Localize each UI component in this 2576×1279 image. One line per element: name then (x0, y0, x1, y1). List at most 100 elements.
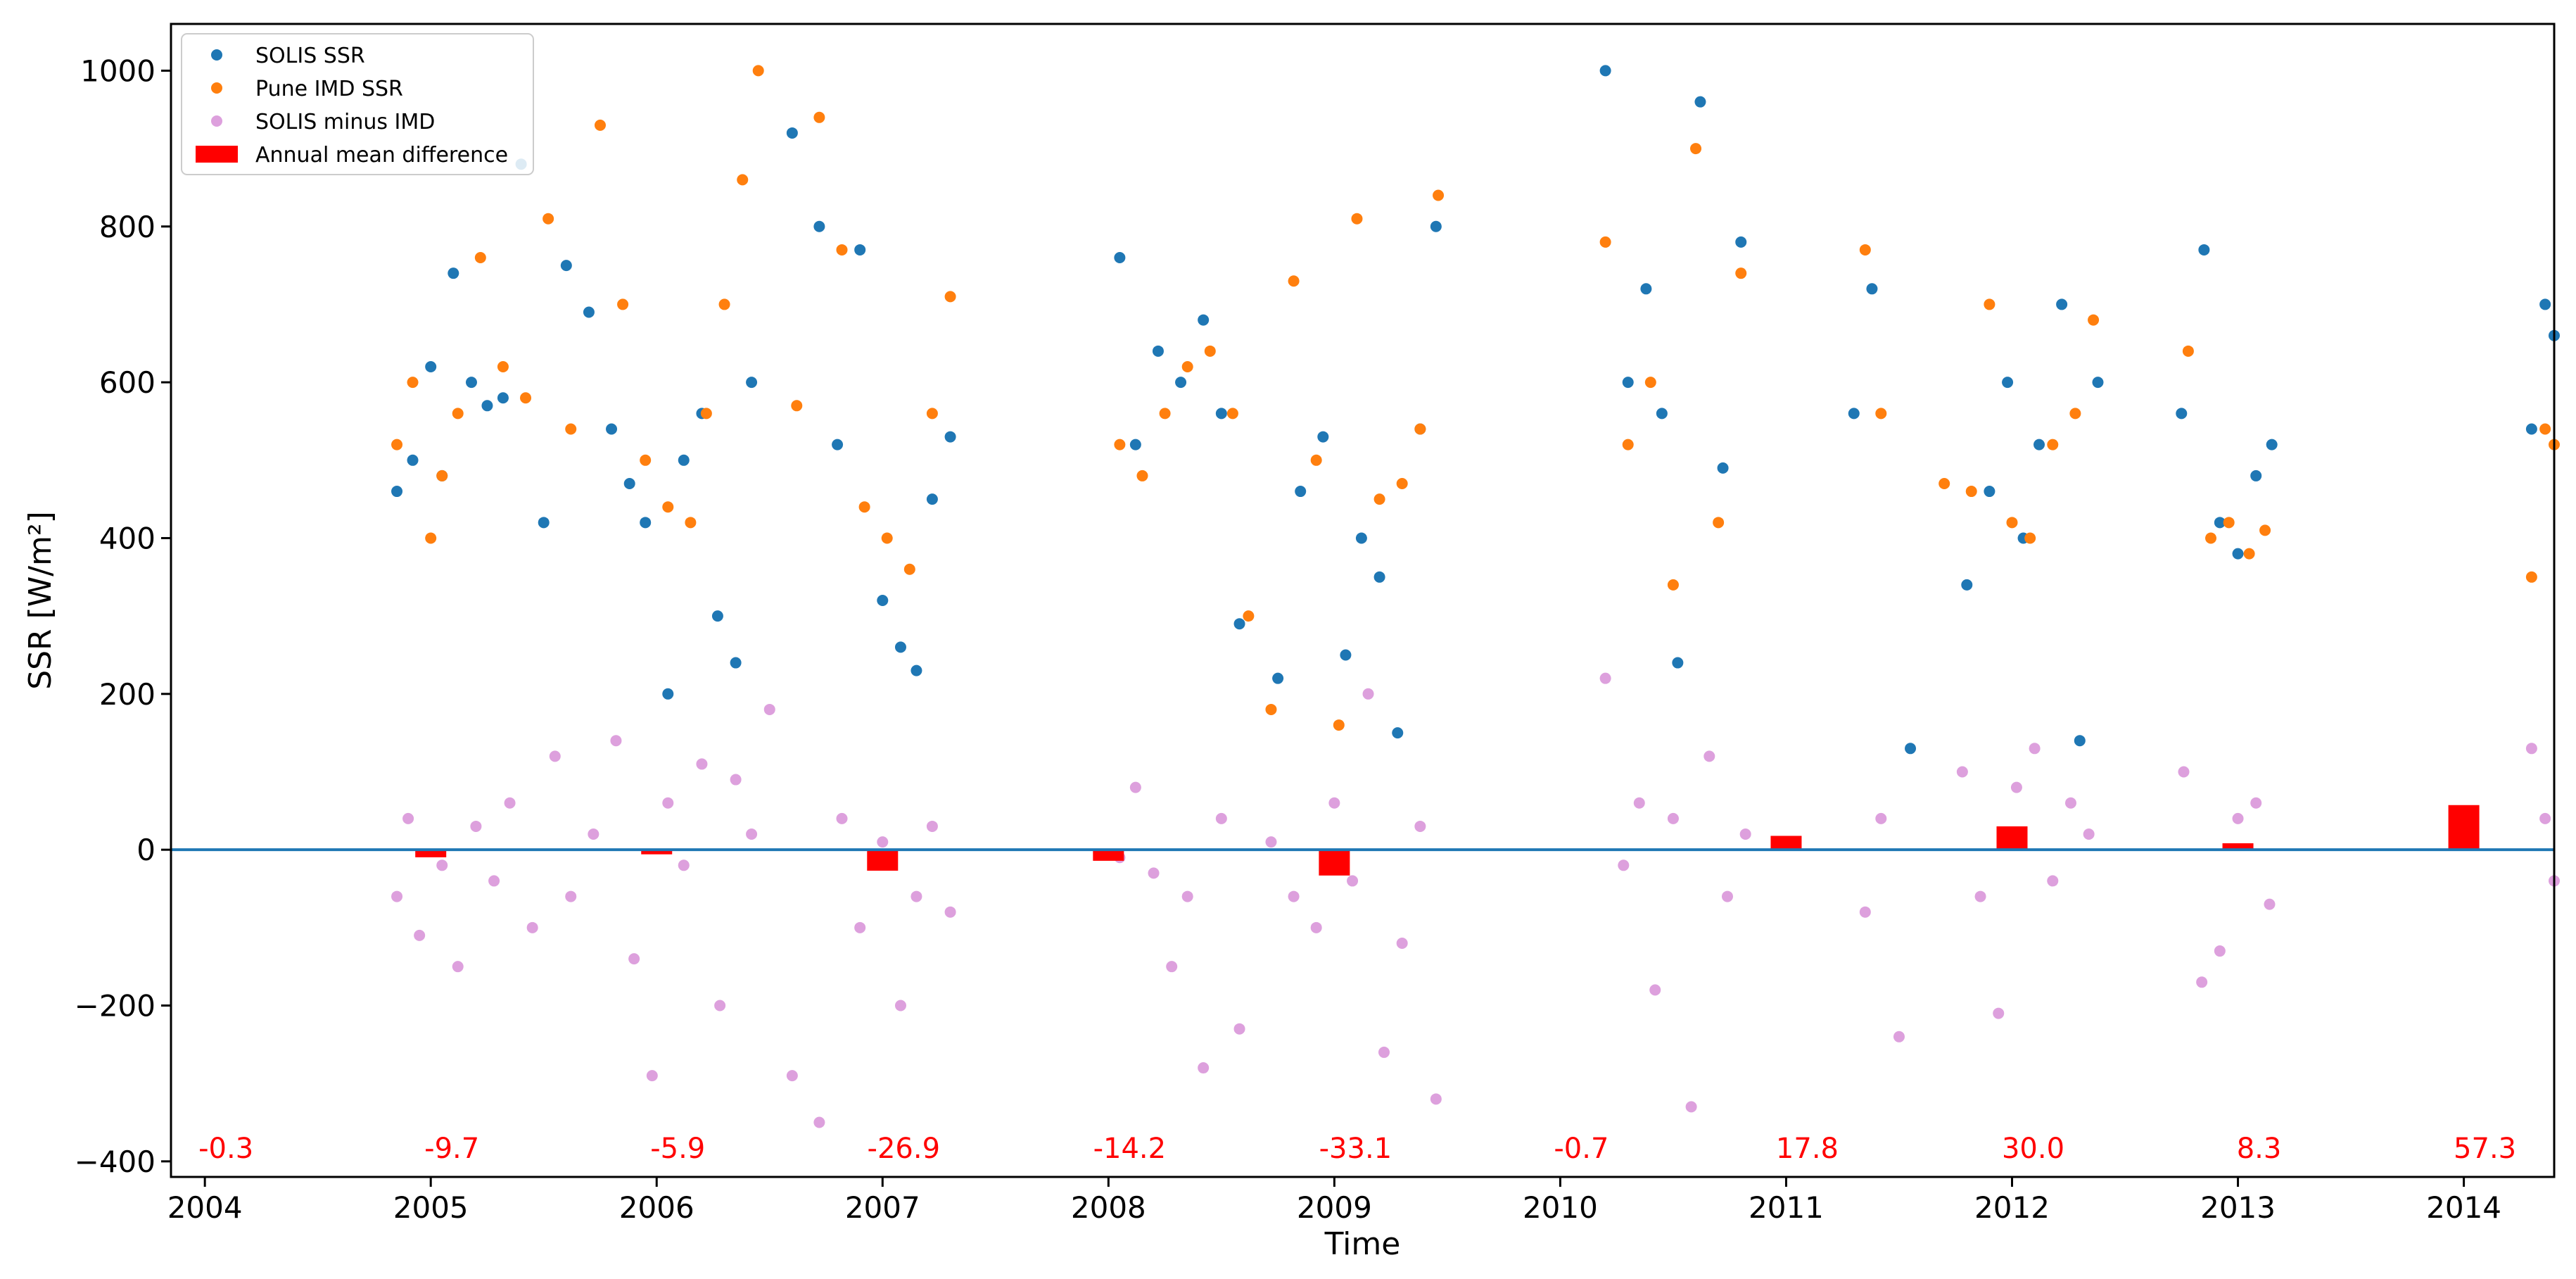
y-axis-label: SSR [W/m²] (23, 511, 58, 690)
point (1974, 890, 1986, 902)
point (662, 688, 674, 700)
point (465, 377, 477, 389)
point (452, 408, 464, 420)
plot-frame (170, 23, 2556, 1178)
point (1599, 672, 1611, 684)
point (2002, 377, 2014, 389)
scatter-layer (391, 65, 2560, 1128)
point (2525, 571, 2537, 583)
point (1272, 672, 1284, 684)
point (1633, 797, 1645, 809)
annual-label: -0.3 (198, 1133, 253, 1165)
point (520, 392, 532, 404)
point (606, 423, 618, 435)
point (1703, 750, 1715, 762)
x-tick-label: 2005 (393, 1190, 469, 1225)
point (926, 408, 938, 420)
point (752, 65, 764, 77)
point (1392, 727, 1404, 739)
point (436, 859, 448, 871)
point (2214, 945, 2226, 957)
point (711, 610, 723, 622)
point (1685, 1101, 1697, 1113)
annual-labels: -0.3 -9.7 -5.9 -26.9 -14.2 -33.1 -0.7 17.8 30.0 8… (198, 1133, 2516, 1165)
point (2250, 797, 2262, 809)
point (391, 439, 403, 451)
point (1965, 486, 1977, 498)
point (1215, 812, 1227, 824)
point (1295, 486, 1307, 498)
point (1984, 486, 1996, 498)
annual-bar (1770, 836, 1802, 850)
point (448, 267, 459, 279)
point (1233, 618, 1245, 630)
x-tick-label: 2014 (2426, 1190, 2501, 1225)
point (583, 306, 595, 318)
point (1288, 890, 1300, 902)
x-tick-label: 2012 (1974, 1190, 2050, 1225)
point (2024, 532, 2036, 544)
point (763, 703, 775, 715)
point (1396, 477, 1408, 489)
y-tick-label: 600 (99, 365, 156, 400)
point (1622, 439, 1634, 451)
point (2198, 244, 2210, 256)
point (903, 563, 915, 575)
point (1622, 377, 1634, 389)
point (1129, 781, 1141, 793)
point (436, 470, 448, 481)
annual-bar (2448, 805, 2480, 850)
point (1430, 220, 1442, 232)
point (470, 820, 482, 832)
point (1362, 688, 1374, 700)
point (1198, 314, 1210, 326)
x-tick-label: 2008 (1071, 1190, 1146, 1225)
point (1198, 1062, 1210, 1074)
point (2196, 976, 2208, 988)
point (1690, 143, 1702, 155)
point (1713, 517, 1725, 529)
point (1148, 867, 1160, 879)
point (1599, 236, 1611, 248)
point (911, 664, 922, 676)
point (926, 493, 938, 505)
x-tick-label: 2013 (2200, 1190, 2276, 1225)
x-tick-label: 2006 (619, 1190, 694, 1225)
point (2232, 548, 2244, 560)
point (1136, 470, 1148, 481)
y-tick-label: 400 (99, 521, 156, 555)
point (662, 797, 674, 809)
point (911, 890, 922, 902)
bar-layer (189, 805, 2480, 876)
point (1717, 462, 1729, 474)
point (425, 532, 437, 544)
point (2182, 345, 2194, 357)
point (2176, 408, 2188, 420)
point (1129, 439, 1141, 451)
x-tick-label: 2010 (1523, 1190, 1598, 1225)
point (1414, 423, 1426, 435)
point (407, 377, 419, 389)
point (1414, 820, 1426, 832)
point (1859, 244, 1871, 256)
point (2088, 314, 2100, 326)
annual-bar (1093, 850, 1124, 861)
point (1175, 377, 1187, 389)
point (2264, 898, 2276, 910)
point (425, 360, 437, 372)
annual-bar (415, 850, 447, 857)
point (678, 454, 690, 466)
point (1233, 1023, 1245, 1035)
point (1667, 579, 1679, 591)
y-tick-label: 800 (99, 210, 156, 244)
point (2259, 524, 2271, 536)
legend-label: SOLIS minus IMD (255, 110, 435, 134)
point (2033, 439, 2045, 451)
point (1905, 743, 1917, 755)
annual-bar (867, 850, 899, 871)
point (1640, 283, 1652, 295)
annual-label: -26.9 (868, 1133, 941, 1165)
point (1378, 1046, 1390, 1058)
legend: SOLIS SSR Pune IMD SSR SOLIS minus IMD Annu… (181, 33, 534, 175)
